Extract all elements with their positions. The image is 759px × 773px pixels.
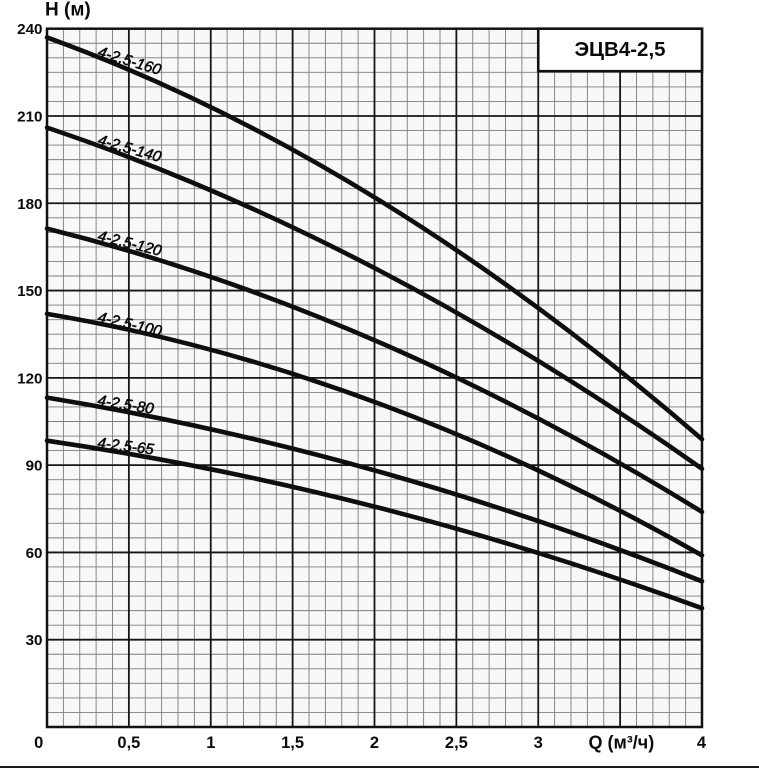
svg-text:120: 120 <box>17 370 42 387</box>
svg-text:Q (м³/ч): Q (м³/ч) <box>589 733 655 753</box>
svg-text:180: 180 <box>17 196 42 213</box>
svg-text:H (м): H (м) <box>45 0 91 21</box>
svg-text:4: 4 <box>697 734 707 752</box>
svg-text:1: 1 <box>206 734 215 752</box>
svg-text:0,5: 0,5 <box>117 734 140 752</box>
svg-text:30: 30 <box>26 632 43 649</box>
svg-text:3: 3 <box>534 734 543 752</box>
svg-text:90: 90 <box>26 458 43 475</box>
svg-text:0: 0 <box>34 734 43 752</box>
svg-text:240: 240 <box>17 21 42 38</box>
svg-text:ЭЦВ4-2,5: ЭЦВ4-2,5 <box>574 38 665 61</box>
svg-text:150: 150 <box>17 283 42 300</box>
svg-text:2: 2 <box>370 734 379 752</box>
svg-text:210: 210 <box>17 109 42 126</box>
svg-text:1,5: 1,5 <box>281 734 304 752</box>
svg-text:2,5: 2,5 <box>445 734 468 752</box>
svg-text:60: 60 <box>26 545 43 562</box>
